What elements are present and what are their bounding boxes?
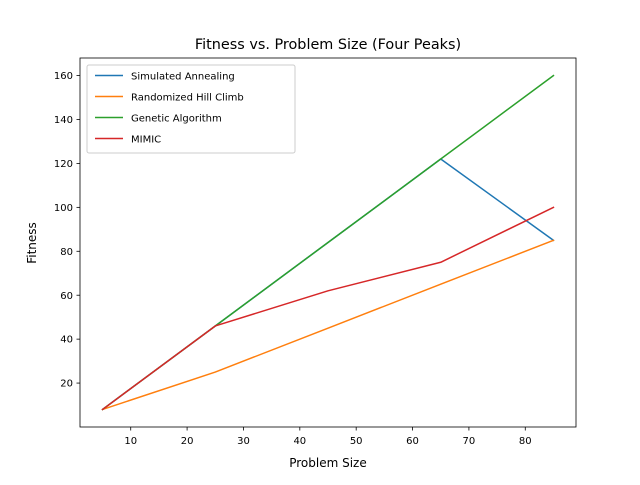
- series-line-3: [101, 206, 555, 411]
- y-axis-label: Fitness: [25, 222, 39, 264]
- x-tick-label: 70: [463, 436, 476, 447]
- x-tick-label: 20: [181, 436, 194, 447]
- plot-frame: [79, 57, 577, 428]
- chart-title: Fitness vs. Problem Size (Four Peaks): [195, 37, 461, 53]
- y-tick-label: 140: [54, 115, 73, 126]
- x-axis-label: Problem Size: [289, 456, 367, 470]
- y-tick-label: 60: [60, 291, 73, 302]
- plot-area: [79, 57, 577, 428]
- legend-label-3: MIMIC: [131, 135, 161, 146]
- x-tick-label: 80: [519, 436, 532, 447]
- series-line-0: [101, 158, 555, 411]
- legend: Simulated Annealing Randomized Hill Climb…: [86, 64, 296, 154]
- y-tick-label: 20: [60, 379, 73, 390]
- legend-label-1: Randomized Hill Climb: [131, 93, 244, 104]
- x-axis: 10 20 30 40 50 60 70 80: [124, 427, 532, 447]
- y-axis: 20 40 60 80 100 120 140 160: [54, 71, 80, 390]
- x-tick-label: 30: [237, 436, 250, 447]
- x-tick-label: 50: [350, 436, 363, 447]
- y-tick-label: 80: [60, 247, 73, 258]
- x-tick-label: 10: [124, 436, 137, 447]
- y-tick-label: 160: [54, 71, 73, 82]
- y-tick-label: 100: [54, 203, 73, 214]
- y-tick-label: 120: [54, 159, 73, 170]
- legend-label-0: Simulated Annealing: [131, 72, 235, 83]
- series-line-1: [101, 239, 555, 411]
- x-tick-label: 40: [293, 436, 306, 447]
- legend-label-2: Genetic Algorithm: [131, 114, 222, 125]
- x-tick-label: 60: [406, 436, 419, 447]
- y-tick-label: 40: [60, 335, 73, 346]
- legend-box: [86, 64, 296, 154]
